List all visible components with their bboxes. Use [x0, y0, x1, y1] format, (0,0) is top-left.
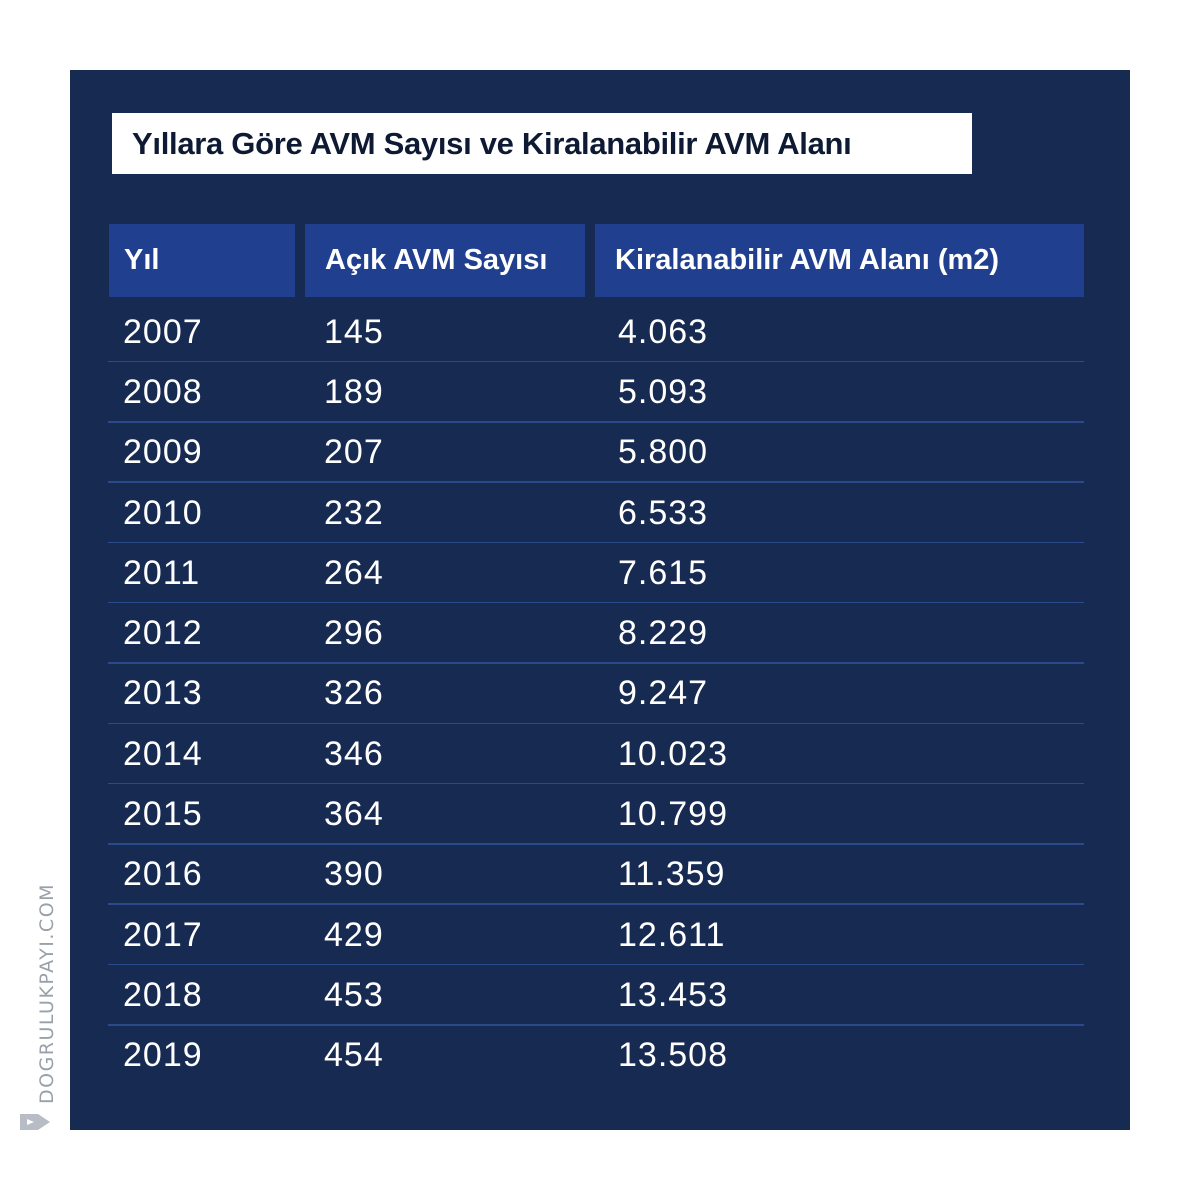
table-row: 2013 326 9.247	[108, 664, 1084, 725]
cell-open-mall-count: 346	[324, 734, 384, 773]
table-row: 2015 364 10.799	[108, 784, 1084, 845]
cell-leasable-area: 5.800	[618, 433, 709, 472]
cell-year: 2016	[123, 855, 203, 894]
cell-leasable-area: 6.533	[618, 493, 709, 532]
row-divider	[108, 421, 1084, 423]
cell-year: 2008	[123, 372, 203, 411]
table-row: 2011 264 7.615	[108, 543, 1084, 604]
cell-leasable-area: 12.611	[618, 915, 726, 954]
cell-open-mall-count: 296	[324, 614, 384, 653]
cell-open-mall-count: 429	[324, 915, 384, 954]
cell-open-mall-count: 264	[324, 553, 384, 592]
cell-leasable-area: 11.359	[618, 855, 726, 894]
row-divider	[108, 541, 1084, 544]
table-row: 2008 189 5.093	[108, 362, 1084, 423]
watermark-text: DOGRULUKPAYI.COM	[36, 882, 58, 1104]
cell-open-mall-count: 189	[324, 372, 384, 411]
table-row: 2019 454 13.508	[108, 1026, 1084, 1086]
cell-open-mall-count: 326	[324, 674, 384, 713]
row-divider	[108, 601, 1084, 604]
dogrulukpayi-logo-icon	[20, 1114, 50, 1130]
title-box: Yıllara Göre AVM Sayısı ve Kiralanabilir…	[112, 113, 972, 174]
table-row: 2016 390 11.359	[108, 845, 1084, 905]
table-row: 2017 429 12.611	[108, 905, 1084, 966]
row-divider	[108, 360, 1084, 363]
cell-leasable-area: 8.229	[618, 614, 709, 653]
column-header-open-mall-count: Açık AVM Sayısı	[305, 224, 585, 297]
cell-leasable-area: 10.799	[618, 795, 728, 834]
row-divider	[108, 481, 1084, 483]
cell-year: 2010	[123, 493, 203, 532]
table-row: 2018 453 13.453	[108, 965, 1084, 1026]
cell-leasable-area: 10.023	[618, 734, 728, 773]
cell-open-mall-count: 145	[324, 312, 384, 351]
cell-leasable-area: 13.508	[618, 1036, 728, 1075]
cell-leasable-area: 13.453	[618, 975, 728, 1014]
table-row: 2010 232 6.533	[108, 483, 1084, 544]
column-header-year: Yıl	[109, 224, 295, 297]
cell-year: 2015	[123, 795, 203, 834]
table-row: 2012 296 8.229	[108, 603, 1084, 664]
row-divider	[108, 963, 1084, 966]
cell-year: 2011	[123, 553, 201, 592]
table-row: 2009 207 5.800	[108, 423, 1084, 483]
row-divider	[108, 903, 1084, 905]
cell-year: 2012	[123, 614, 203, 653]
cell-open-mall-count: 390	[324, 855, 384, 894]
cell-year: 2009	[123, 433, 203, 472]
page-title: Yıllara Göre AVM Sayısı ve Kiralanabilir…	[132, 125, 852, 161]
cell-year: 2019	[123, 1036, 203, 1075]
cell-year: 2017	[123, 915, 203, 954]
row-divider	[108, 1024, 1084, 1026]
cell-open-mall-count: 232	[324, 493, 384, 532]
cell-leasable-area: 4.063	[618, 312, 709, 351]
cell-year: 2014	[123, 734, 203, 773]
cell-year: 2018	[123, 975, 203, 1014]
cell-open-mall-count: 454	[324, 1036, 384, 1075]
row-divider	[108, 843, 1084, 845]
table-body: 2007 145 4.063 2008 189 5.093 2009 207 5.800 2010…	[108, 302, 1084, 1086]
cell-year: 2007	[123, 312, 203, 351]
column-header-leasable-area: Kiralanabilir AVM Alanı (m2)	[595, 224, 1084, 297]
table-panel: Yıllara Göre AVM Sayısı ve Kiralanabilir…	[70, 70, 1130, 1130]
cell-leasable-area: 9.247	[618, 674, 709, 713]
table-row: 2014 346 10.023	[108, 724, 1084, 785]
cell-leasable-area: 5.093	[618, 372, 709, 411]
row-divider	[108, 662, 1084, 664]
cell-open-mall-count: 207	[324, 433, 384, 472]
cell-year: 2013	[123, 674, 203, 713]
row-divider	[108, 722, 1084, 725]
row-divider	[108, 782, 1084, 785]
cell-open-mall-count: 453	[324, 975, 384, 1014]
table-row: 2007 145 4.063	[108, 302, 1084, 363]
cell-leasable-area: 7.615	[618, 553, 709, 592]
cell-open-mall-count: 364	[324, 795, 384, 834]
